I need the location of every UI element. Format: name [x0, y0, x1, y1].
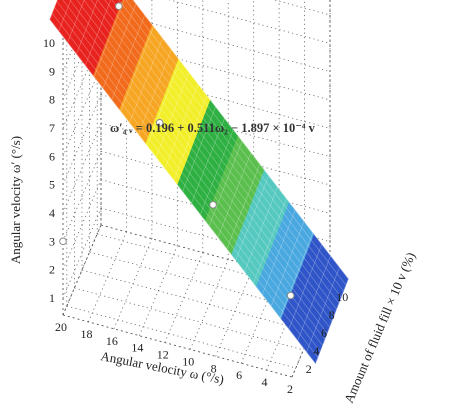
surface-mesh-line [97, 0, 337, 310]
y-tick-label: 5 [49, 178, 55, 192]
data-point [155, 118, 164, 127]
x-tick-label: 20 [55, 320, 67, 334]
z-tick-label: 8 [329, 308, 335, 322]
surface-mesh-line [173, 95, 207, 181]
grid-line [189, 259, 229, 350]
y-tick-label: 2 [49, 263, 55, 277]
surface-mesh-line [56, 1, 323, 346]
data-point [115, 2, 123, 11]
surface-mesh-line [262, 210, 296, 295]
surface-mesh-line [58, 0, 72, 32]
surface-mesh-line [85, 0, 112, 66]
grid-line [215, 266, 255, 357]
surface-mesh-line [297, 255, 331, 341]
surface-mesh-line [279, 232, 314, 318]
y-tick-label: 6 [49, 149, 55, 163]
surface-mesh-line [104, 0, 340, 304]
surface-mesh-line [138, 49, 172, 135]
surface-mesh-line [83, 0, 333, 322]
surface-mesh-line [200, 129, 234, 215]
surface-mesh-line [118, 0, 344, 292]
surface-mesh-line [102, 3, 137, 89]
surface-band [92, 0, 153, 110]
z-tick-label: 2 [306, 362, 312, 376]
surface-mesh-line [306, 267, 340, 352]
y-tick-label: 1 [49, 291, 55, 305]
x-tick-label: 10 [182, 354, 194, 368]
surface-mesh-line [120, 26, 154, 112]
surface-mesh-line [164, 83, 199, 169]
grid-line [62, 179, 102, 270]
x-tick-label: 12 [157, 348, 169, 362]
z-tick-label: 6 [321, 326, 327, 340]
surface-mesh-line [270, 221, 305, 307]
surface-mesh-line [235, 175, 269, 261]
z-tick-label: 10 [336, 290, 348, 304]
x-tick-label: 4 [262, 375, 268, 389]
surface-mesh-line [54, 7, 321, 352]
surface-mesh-line [253, 198, 287, 284]
surface-mesh-line [49, 19, 316, 364]
surface-mesh-line [155, 72, 190, 158]
x-tick-label: 18 [80, 327, 92, 341]
data-points [59, 2, 295, 300]
surface-mesh-line [111, 0, 342, 298]
surface-mesh-line [111, 15, 145, 100]
surface-mesh-line [182, 106, 216, 192]
z-tick-label: 4 [313, 344, 319, 358]
data-point [286, 291, 295, 300]
surface-mesh-line [67, 0, 85, 43]
y-tick-label: 8 [49, 93, 55, 107]
grid-line [240, 273, 280, 364]
surface-mesh-line [244, 187, 278, 272]
x-tick-label: 2 [287, 382, 293, 396]
x-tick-label: 6 [236, 368, 242, 382]
surface-mesh-line [76, 0, 330, 328]
surface-mesh-line [52, 13, 319, 358]
regression-equation: ω′₄ ᵥ = 0.196 + 0.511ω₂ − 1.897 × 10⁻⁴ v [110, 121, 316, 135]
surface-mesh-line [217, 152, 252, 238]
surface-mesh-line [76, 0, 98, 54]
surface-mesh-line [49, 0, 58, 20]
x-tick-label: 8 [211, 361, 217, 375]
grid-line [62, 224, 102, 316]
grid-line [88, 231, 127, 323]
grid-line [62, 207, 102, 299]
grid-line [62, 94, 102, 185]
surface-mesh-line [288, 244, 322, 330]
y-tick-label: 3 [49, 234, 55, 248]
surface-mesh-line [132, 0, 349, 280]
surface-mesh-line [315, 278, 349, 364]
grid-line [164, 252, 204, 343]
y-tick-label: 4 [49, 206, 55, 220]
surface-band [49, 0, 123, 76]
surface-mesh-line [226, 164, 261, 249]
surface-mesh-line [90, 0, 335, 316]
surface-mesh-line [191, 118, 225, 203]
data-point [59, 237, 67, 246]
surface-mesh-line [147, 61, 181, 146]
surface-mesh-line [129, 38, 163, 123]
grid-line [62, 37, 102, 129]
y-axis-label: Angular velocity ω′ (°/s) [8, 136, 23, 264]
surface-mesh-line [125, 0, 347, 286]
y-tick-label: 10 [43, 36, 55, 50]
x-tick-label: 16 [106, 334, 118, 348]
y-tick-label: 9 [49, 64, 55, 78]
regression-surface [49, 0, 349, 364]
y-tick-label: 7 [49, 121, 55, 135]
x-tick-label: 14 [131, 341, 143, 355]
z-axis-label: Amount of fluid fill × 10 v (%) [341, 250, 418, 405]
grid-line [62, 151, 102, 242]
surface-mesh-line [62, 0, 326, 340]
grid-line [113, 238, 153, 329]
grid-line [138, 245, 178, 336]
surface-mesh-line [69, 0, 328, 334]
surface-mesh-line [208, 141, 243, 226]
grid-line [266, 279, 305, 371]
data-point [209, 200, 217, 209]
